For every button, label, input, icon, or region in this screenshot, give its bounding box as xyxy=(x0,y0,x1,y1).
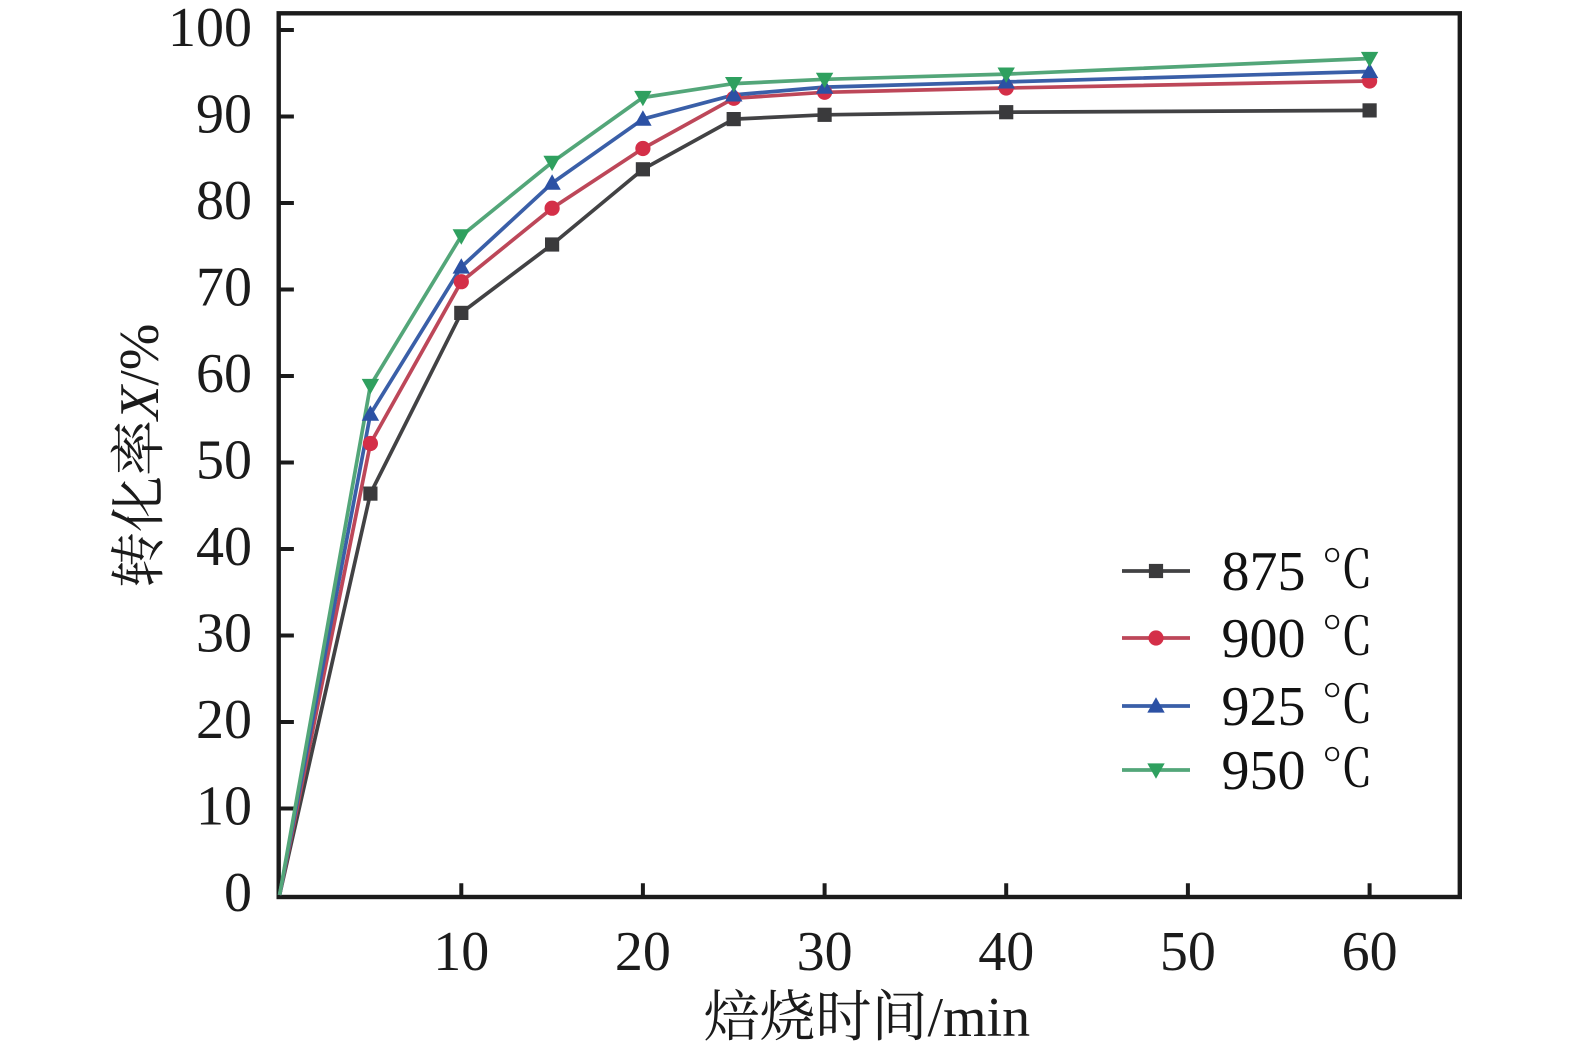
svg-text:X/%: X/% xyxy=(109,324,171,422)
svg-text:40: 40 xyxy=(196,516,252,578)
svg-text:90: 90 xyxy=(196,84,252,146)
svg-text:50: 50 xyxy=(1160,921,1216,983)
svg-text:10: 10 xyxy=(196,776,252,838)
svg-text:80: 80 xyxy=(196,170,252,232)
svg-text:70: 70 xyxy=(196,257,252,319)
svg-text:60: 60 xyxy=(196,343,252,405)
svg-text:900: 900 xyxy=(1222,608,1306,670)
svg-text:925: 925 xyxy=(1222,676,1306,738)
svg-text:40: 40 xyxy=(978,921,1034,983)
svg-text:20: 20 xyxy=(196,689,252,751)
svg-text:950: 950 xyxy=(1222,740,1306,802)
svg-text:10: 10 xyxy=(433,921,489,983)
svg-text:30: 30 xyxy=(797,921,853,983)
svg-text:0: 0 xyxy=(224,862,252,924)
svg-text:60: 60 xyxy=(1342,921,1398,983)
svg-text:50: 50 xyxy=(196,430,252,492)
svg-text:30: 30 xyxy=(196,603,252,665)
svg-text:20: 20 xyxy=(615,921,671,983)
svg-text:875: 875 xyxy=(1222,541,1306,603)
svg-text:/min: /min xyxy=(928,987,1031,1049)
svg-text:100: 100 xyxy=(168,0,252,59)
